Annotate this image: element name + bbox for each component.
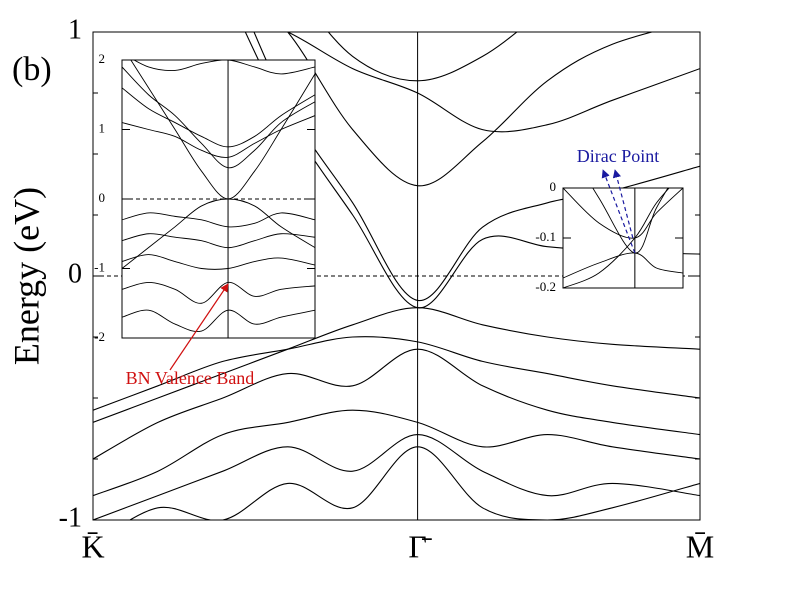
x-tick-label: Γ̄ [408,528,432,564]
band-line [122,115,315,158]
band-line [93,434,700,520]
plot-background [563,188,683,288]
plot-background [122,60,315,338]
band-line [122,254,315,270]
band-line [286,32,700,133]
plot-panel: -0.2 -0.1 0 [535,179,684,294]
dirac-label: Dirac Point [577,146,660,166]
y-tick-label: 0 [99,190,106,205]
y-axis-label: Energy (eV) [6,187,46,365]
panel-label: (b) [12,51,52,88]
y-tick-label: -1 [94,259,105,274]
x-tick-label: K̄ [81,528,104,564]
band-line [93,307,700,423]
y-tick-label: 2 [99,51,106,66]
band-line [122,87,315,148]
dirac-arrow [601,169,636,254]
band-line [133,60,315,75]
band-line [93,409,700,497]
band-line [122,66,315,169]
plot-frame [92,31,701,521]
y-tick-label: -1 [59,502,82,533]
plot-panel: -2 -1 0 1 2 [94,51,316,344]
y-tick-label: 0 [550,179,557,194]
y-tick-label: -0.2 [535,279,556,294]
band-line [327,32,518,82]
band-line [122,212,315,228]
y-tick-label: 0 [68,258,82,289]
band-line [122,309,315,333]
y-tick-label: 1 [99,120,106,135]
x-tick-label: M̄ [686,528,714,564]
band-line [129,446,700,520]
band-line [93,336,700,411]
band-line [122,233,315,249]
band-line [122,198,315,269]
plot-frame [562,187,684,289]
band-line [122,281,315,304]
bn-label: BN Valence Band [126,368,255,388]
band-line [287,32,654,187]
dirac-arrow [612,169,634,239]
bn-arrow [169,283,229,371]
y-tick-label: -2 [94,329,105,344]
band-line [93,348,700,460]
plot-frame [121,59,316,339]
y-tick-label: -0.1 [535,229,556,244]
y-tick-label: 1 [68,14,82,45]
